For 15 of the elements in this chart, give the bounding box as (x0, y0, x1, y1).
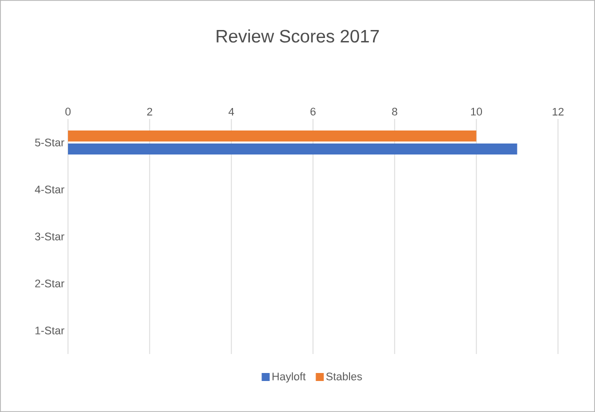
y-tick-label: 1-Star (35, 326, 64, 334)
x-tick-label: 6 (310, 108, 316, 116)
legend-label: Stables (326, 372, 362, 380)
x-tick-label: 12 (552, 108, 564, 116)
y-tick-label: 4-Star (34, 186, 64, 194)
y-tick-label: 5-Star (35, 138, 64, 146)
x-tick-label: 4 (228, 108, 234, 116)
y-tick-label: 2-Star (35, 280, 64, 288)
x-tick-label: 2 (147, 108, 152, 116)
x-tick-label: 8 (392, 108, 398, 116)
x-tick-label: 10 (471, 108, 482, 116)
chart-title: Review Scores 2017 (216, 29, 379, 43)
y-tick-label: 3-Star (35, 232, 64, 240)
legend-label: Hayloft (272, 372, 306, 382)
x-tick-label: 0 (65, 108, 71, 116)
